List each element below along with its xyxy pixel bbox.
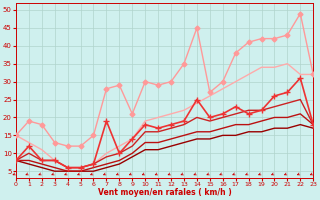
X-axis label: Vent moyen/en rafales ( km/h ): Vent moyen/en rafales ( km/h ) (98, 188, 231, 197)
